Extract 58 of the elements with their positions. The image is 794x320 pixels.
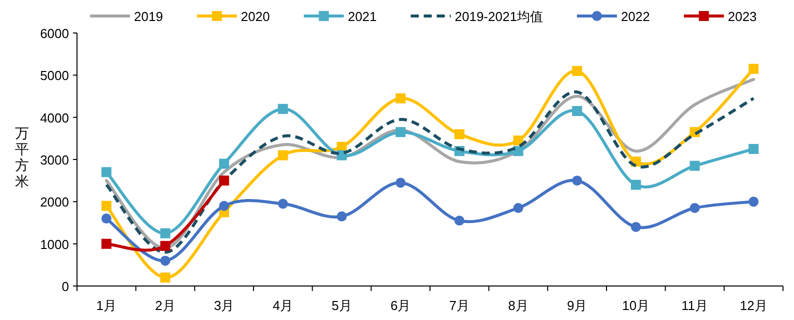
x-tick-label: 8月 xyxy=(508,298,528,313)
point xyxy=(160,256,170,266)
point xyxy=(160,228,170,238)
point xyxy=(690,160,700,171)
x-tick-label: 2月 xyxy=(155,298,176,313)
x-tick-label: 11月 xyxy=(682,298,708,313)
y-tick-label: 1000 xyxy=(40,236,69,252)
legend-label: 2021 xyxy=(348,9,377,24)
point xyxy=(748,64,759,74)
y-axis-title: 万平方米 xyxy=(15,125,29,189)
point xyxy=(572,176,582,186)
legend-label: 2023 xyxy=(728,9,757,24)
x-tick-label: 5月 xyxy=(332,298,352,313)
y-tick-label: 0 xyxy=(62,279,69,294)
point xyxy=(101,238,112,249)
point xyxy=(748,144,759,154)
x-tick-label: 7月 xyxy=(449,298,470,313)
point xyxy=(572,66,582,76)
x-tick-label: 12月 xyxy=(740,298,768,313)
point xyxy=(101,200,112,211)
point xyxy=(454,129,464,140)
point xyxy=(160,272,170,283)
point xyxy=(219,158,230,169)
x-tick-label: 6月 xyxy=(390,298,411,313)
point xyxy=(160,240,170,251)
legend-label: 2019-2021均值 xyxy=(454,9,543,24)
point xyxy=(396,178,406,188)
legend-label: 2022 xyxy=(620,9,650,24)
point xyxy=(572,106,582,116)
point xyxy=(278,198,288,209)
point xyxy=(219,176,230,186)
point xyxy=(690,202,700,213)
y-tick-label: 5000 xyxy=(40,68,69,84)
y-tick-label: 2000 xyxy=(40,194,69,210)
x-tick-label: 3月 xyxy=(214,298,234,313)
point xyxy=(454,216,464,226)
legend-label: 2019 xyxy=(134,9,163,24)
point xyxy=(396,127,406,138)
point xyxy=(101,167,112,178)
legend-label: 2020 xyxy=(240,9,270,24)
point xyxy=(748,196,759,207)
x-tick-label: 1月 xyxy=(96,298,117,313)
point xyxy=(336,211,347,222)
point xyxy=(278,150,288,160)
point xyxy=(396,93,406,104)
x-tick-label: 4月 xyxy=(272,298,294,313)
y-tick-label: 6000 xyxy=(40,26,69,41)
x-tick-label: 10月 xyxy=(622,298,650,313)
point xyxy=(219,200,230,211)
y-tick-label: 3000 xyxy=(40,152,69,168)
y-tick-label: 4000 xyxy=(40,110,69,126)
x-tick-label: 9月 xyxy=(566,298,588,313)
point xyxy=(513,202,524,213)
point xyxy=(630,222,641,232)
point xyxy=(630,180,641,190)
point xyxy=(513,146,524,156)
point xyxy=(278,104,288,114)
point xyxy=(101,214,112,224)
